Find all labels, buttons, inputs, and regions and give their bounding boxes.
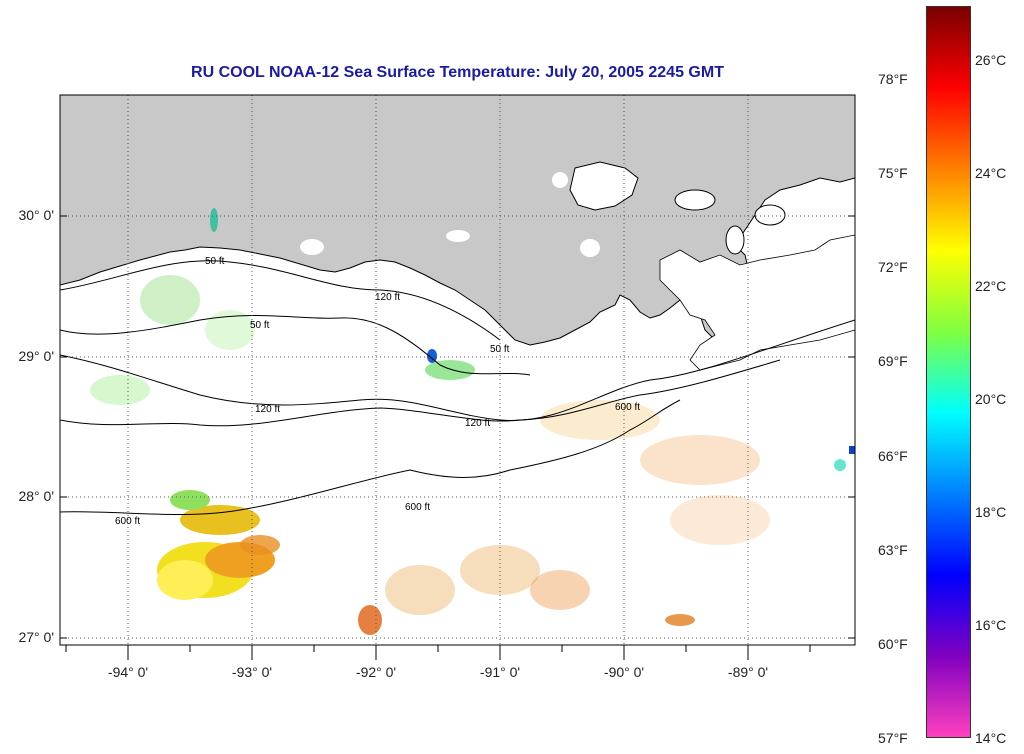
map-frame <box>59 94 856 646</box>
sst-data <box>90 208 855 635</box>
lon-label: -92° 0' <box>355 664 397 680</box>
contour-labels: 50 ft 50 ft 50 ft 120 ft 120 ft 120 ft 6… <box>115 256 640 527</box>
lake <box>674 189 716 211</box>
lon-label: -94° 0' <box>107 664 149 680</box>
contour-label-50: 50 ft <box>205 256 225 267</box>
colorbar-f-label: 72°F <box>878 259 908 275</box>
lake <box>552 172 568 188</box>
colorbar-c-label: 16°C <box>975 617 1007 633</box>
lon-label: -89° 0' <box>727 664 769 680</box>
axis-ticks <box>60 215 855 660</box>
colorbar-c-label: 24°C <box>975 165 1007 181</box>
contour-label-50: 50 ft <box>490 344 510 355</box>
colorbar-c-label: 18°C <box>975 504 1007 520</box>
contour-label-120: 120 ft <box>375 292 400 303</box>
lake <box>754 204 786 226</box>
contour-label-600: 600 ft <box>115 516 140 527</box>
colorbar-f-label: 78°F <box>878 71 908 87</box>
contour-label-120: 120 ft <box>255 404 280 415</box>
lon-label: -93° 0' <box>231 664 273 680</box>
depth-contours <box>60 260 855 516</box>
lat-label: 28° 0' <box>18 488 54 504</box>
contour-label-600: 600 ft <box>615 402 640 413</box>
lat-label: 30° 0' <box>18 207 54 223</box>
land-mass <box>60 95 855 346</box>
temperature-colorbar <box>926 6 971 738</box>
lat-label: 29° 0' <box>18 348 54 364</box>
lon-label: -91° 0' <box>479 664 521 680</box>
contour-label-600: 600 ft <box>405 502 430 513</box>
colorbar-f-label: 66°F <box>878 448 908 464</box>
colorbar-f-label: 63°F <box>878 542 908 558</box>
lake <box>725 225 745 255</box>
lat-label: 27° 0' <box>18 629 54 645</box>
colorbar-c-label: 22°C <box>975 278 1007 294</box>
lake <box>580 239 600 257</box>
contour-label-120: 120 ft <box>465 418 490 429</box>
lon-label: -90° 0' <box>603 664 645 680</box>
colorbar-f-label: 57°F <box>878 730 908 746</box>
contour-label-50: 50 ft <box>250 320 270 331</box>
colorbar-c-label: 20°C <box>975 391 1007 407</box>
colorbar-c-label: 14°C <box>975 730 1007 746</box>
map-title: RU COOL NOAA-12 Sea Surface Temperature:… <box>191 64 724 81</box>
colorbar-c-label: 26°C <box>975 52 1007 68</box>
graticule <box>60 95 855 645</box>
lake <box>569 161 639 211</box>
colorbar-f-label: 69°F <box>878 353 908 369</box>
colorbar-f-label: 60°F <box>878 636 908 652</box>
lake <box>300 239 324 255</box>
lake <box>446 230 470 242</box>
colorbar-f-label: 75°F <box>878 165 908 181</box>
